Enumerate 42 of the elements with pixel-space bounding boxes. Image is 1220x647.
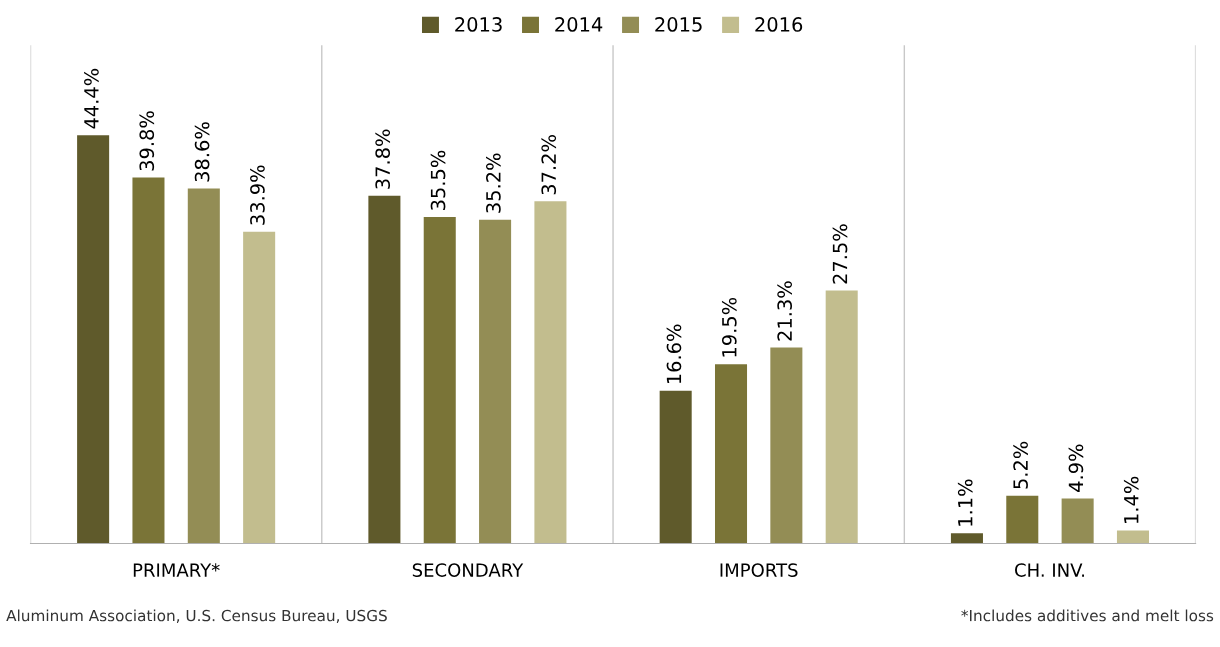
- bar: [479, 219, 512, 544]
- bar: [368, 195, 401, 544]
- x-tick-label: CH. INV.: [1015, 563, 1084, 577]
- data-label: 33.9%: [250, 165, 265, 225]
- data-label: 27.5%: [832, 224, 848, 284]
- data-label: 16.6%: [666, 324, 682, 384]
- bar: [243, 231, 276, 544]
- data-label: 21.3%: [777, 281, 792, 341]
- data-label: 37.8%: [375, 129, 391, 189]
- bar: [659, 390, 692, 544]
- data-label: 35.2%: [486, 153, 501, 213]
- data-label: 39.8%: [139, 111, 155, 171]
- bar: [423, 216, 456, 544]
- bar: [132, 177, 165, 544]
- data-label: 19.5%: [721, 297, 737, 357]
- bar: [534, 201, 567, 544]
- bar: [77, 135, 110, 544]
- text: Aluminum Association, U.S. Census Bureau, USGS: [6, 609, 387, 623]
- legend-label: 2014: [555, 17, 603, 32]
- bar: [1061, 498, 1094, 544]
- data-label: 35.5%: [430, 150, 446, 210]
- bar: [187, 188, 220, 544]
- data-label: 1.1%: [957, 479, 973, 526]
- data-label: 5.2%: [1013, 441, 1028, 489]
- text: *Includes additives and melt loss: [961, 609, 1214, 622]
- bar: [1006, 495, 1039, 544]
- bar: [825, 290, 858, 544]
- legend-label: 2016: [755, 17, 803, 32]
- data-label: 44.4%: [84, 68, 99, 129]
- bar: [1116, 530, 1149, 544]
- data-label: 38.6%: [194, 122, 210, 182]
- x-tick-label: SECONDARY: [412, 563, 524, 577]
- data-label: 37.2%: [541, 135, 557, 195]
- bar: [770, 347, 803, 544]
- data-label: 1.4%: [1123, 476, 1139, 523]
- x-tick-label: PRIMARY*: [133, 563, 220, 577]
- legend-label: 2015: [655, 17, 702, 32]
- bar: [950, 533, 983, 544]
- x-tick-label: IMPORTS: [720, 563, 798, 577]
- data-label: 4.9%: [1068, 444, 1084, 492]
- bar: [715, 364, 748, 544]
- legend-label: 2013: [455, 17, 502, 32]
